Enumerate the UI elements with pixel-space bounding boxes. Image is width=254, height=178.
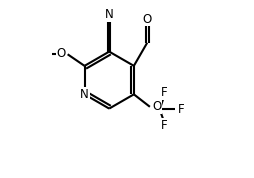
Text: F: F <box>161 86 167 100</box>
Text: F: F <box>161 119 167 132</box>
Text: N: N <box>105 8 114 21</box>
Text: O: O <box>152 100 161 113</box>
Text: N: N <box>80 88 89 101</box>
Text: O: O <box>142 13 152 26</box>
Text: O: O <box>56 47 66 60</box>
Text: F: F <box>178 103 184 116</box>
